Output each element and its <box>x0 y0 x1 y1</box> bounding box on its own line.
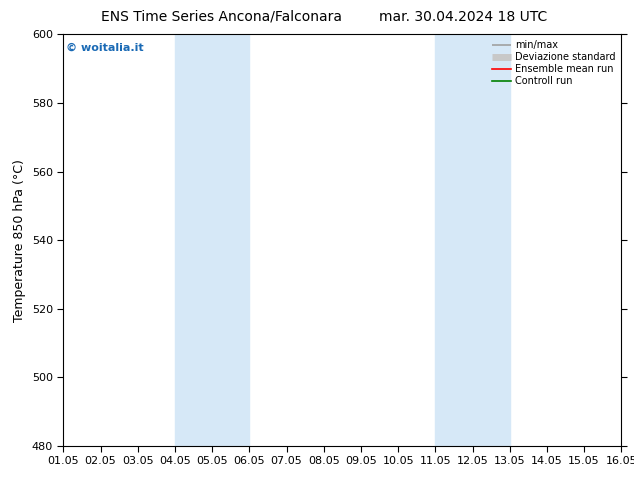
Text: ENS Time Series Ancona/Falconara: ENS Time Series Ancona/Falconara <box>101 10 342 24</box>
Text: © woitalia.it: © woitalia.it <box>66 43 144 52</box>
Bar <box>175 34 249 446</box>
Bar <box>436 34 510 446</box>
Y-axis label: Temperature 850 hPa (°C): Temperature 850 hPa (°C) <box>13 159 26 321</box>
Text: mar. 30.04.2024 18 UTC: mar. 30.04.2024 18 UTC <box>378 10 547 24</box>
Legend: min/max, Deviazione standard, Ensemble mean run, Controll run: min/max, Deviazione standard, Ensemble m… <box>488 36 619 90</box>
